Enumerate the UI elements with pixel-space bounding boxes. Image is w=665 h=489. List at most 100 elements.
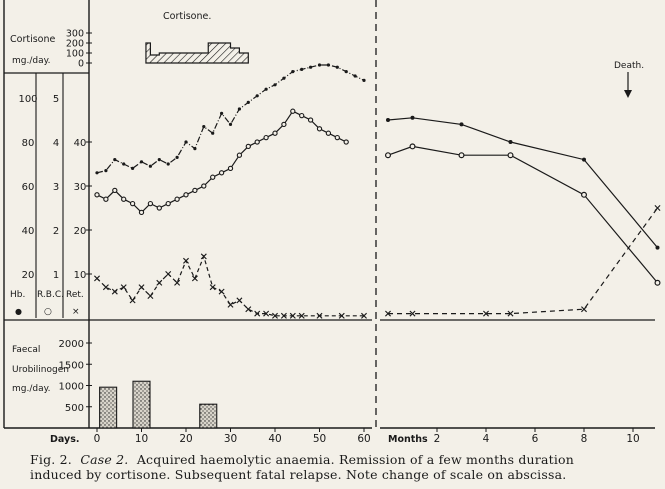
rbc-point — [94, 192, 100, 198]
rbc-point — [192, 187, 198, 194]
ret-point-months — [409, 310, 416, 317]
hb-tick-label: 40 — [22, 226, 35, 237]
urobilinogen-bars — [99, 380, 218, 429]
ret-point-months — [385, 310, 391, 317]
rbc-point — [183, 192, 189, 198]
urobilinogen-axis-label-1: Faecal — [12, 345, 40, 355]
hb-line — [96, 64, 365, 174]
day-tick-label: 30 — [224, 433, 237, 445]
ret-point — [156, 279, 163, 286]
rbc-line — [96, 110, 347, 214]
month-tick-label: 6 — [532, 433, 539, 445]
months-axis-label: Months — [388, 434, 428, 445]
rbc-point — [147, 200, 154, 207]
hb-point — [202, 125, 206, 129]
rbc-point — [299, 112, 305, 119]
hb-point — [237, 107, 241, 111]
rbc-point — [201, 183, 207, 189]
hb-point — [300, 67, 304, 71]
cortisone-tick-label: 200 — [66, 39, 84, 50]
ret-tick-label: 20 — [74, 226, 87, 237]
ret-legend-marker: × — [72, 307, 80, 317]
rbc-point — [245, 143, 251, 150]
ret-point — [280, 312, 287, 319]
rbc-point-months — [385, 152, 392, 159]
ret-point — [183, 257, 189, 264]
rbc-point-months — [409, 143, 416, 150]
day-tick-label: 20 — [179, 433, 192, 445]
hb-point-months — [410, 115, 415, 120]
hb-point — [193, 147, 197, 151]
rbc-point — [263, 134, 269, 141]
hb-point — [282, 76, 286, 80]
rbc-point — [138, 209, 145, 216]
ret-tick-label: 10 — [74, 270, 87, 281]
rbc-legend-marker: ○ — [44, 307, 52, 317]
hb-legend-marker: ● — [15, 307, 22, 316]
rbc-point — [156, 205, 162, 211]
rbc-point — [307, 117, 314, 123]
death-annotation: Death. — [614, 61, 644, 71]
cortisone-unit-label: mg./day. — [12, 56, 51, 66]
hb-legend-label: Hb. — [10, 290, 25, 300]
rbc-tick-label: 5 — [53, 94, 59, 105]
hb-point — [148, 164, 152, 168]
hb-tick-label: 60 — [22, 182, 35, 193]
ret-point — [316, 312, 323, 319]
ret-point — [254, 310, 261, 317]
ret-point — [218, 288, 225, 295]
hb-point — [157, 158, 161, 162]
hb-point — [344, 70, 348, 74]
hb-point-months — [655, 245, 660, 250]
ret-line — [96, 254, 364, 317]
ret-point — [120, 284, 127, 291]
caption-fig-number: Fig. 2. — [30, 452, 72, 467]
month-tick-label: 10 — [626, 433, 639, 445]
rbc-point — [316, 126, 323, 132]
urobilinogen-axis-label-2: Urobilinogen — [12, 365, 69, 375]
urobilinogen-bar — [199, 403, 218, 429]
day-tick-label: 10 — [135, 433, 148, 445]
ret-point — [289, 312, 296, 319]
ret-point-months — [581, 306, 587, 313]
rbc-point — [325, 130, 332, 136]
chart-frame — [3, 0, 655, 429]
rbc-tick-label: 1 — [53, 270, 59, 281]
rbc-point — [129, 200, 136, 207]
hb-point — [326, 63, 330, 67]
ret-point — [165, 271, 172, 277]
caption-line-1: Fig. 2. Case 2. Acquired haemolytic anae… — [30, 452, 650, 467]
ret-point — [174, 279, 181, 286]
hb-point — [335, 65, 339, 69]
ret-point — [298, 312, 305, 319]
hb-point — [291, 70, 295, 74]
rbc-tick-label: 4 — [53, 138, 59, 149]
hb-point — [166, 162, 170, 166]
rbc-point — [343, 139, 349, 145]
cortisone-inset-label: Cortisone. — [163, 11, 211, 22]
day-tick-label: 40 — [268, 433, 281, 445]
rbc-point — [210, 174, 216, 180]
rbc-point — [103, 196, 109, 202]
rbc-point — [174, 196, 180, 202]
ret-point — [338, 312, 345, 319]
hb-point — [95, 171, 99, 175]
hb-point — [211, 131, 215, 135]
cortisone-tick-label: 300 — [66, 29, 84, 40]
ret-point-months — [507, 310, 514, 317]
ret-tick-label: 30 — [74, 182, 87, 193]
hb-tick-label: 20 — [22, 270, 35, 281]
day-tick-label: 60 — [357, 433, 370, 445]
hb-point — [317, 63, 322, 67]
rbc-point — [165, 200, 171, 207]
ret-point — [263, 310, 270, 317]
month-tick-label: 8 — [581, 433, 588, 445]
hb-point — [184, 140, 188, 144]
figure-caption: Fig. 2. Case 2. Acquired haemolytic anae… — [30, 452, 650, 482]
urobilinogen-bar — [99, 386, 118, 429]
rbc-point — [281, 121, 287, 128]
hb-point-months — [386, 118, 390, 122]
hb-point — [246, 100, 250, 104]
ret-legend-label: Ret. — [66, 290, 84, 300]
